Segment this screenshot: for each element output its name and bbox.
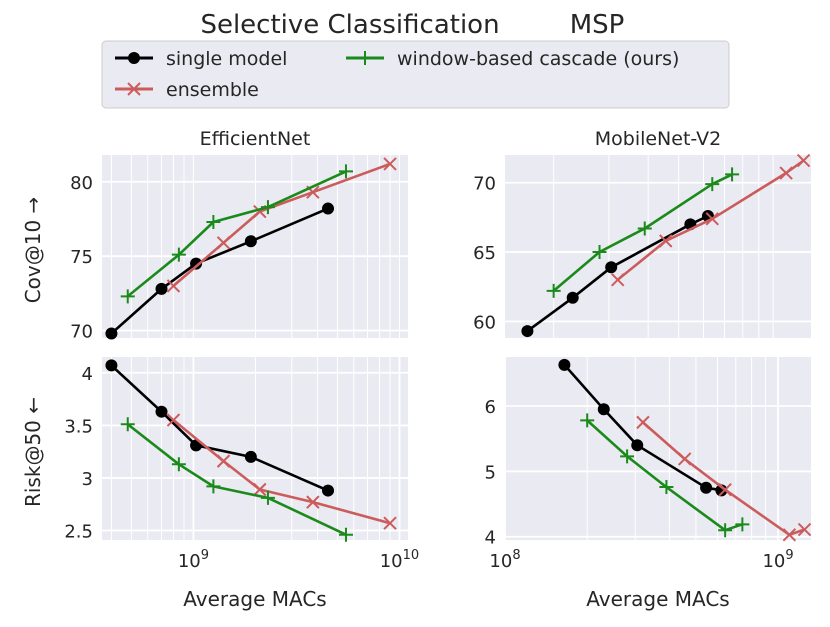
data-point-ensemble [779,166,793,180]
legend-frame [101,40,730,109]
data-point-cascade [580,413,595,428]
data-point-cascade [260,490,275,505]
data-point-cascade [260,200,275,215]
legend-entry-ensemble: ensemble [115,79,259,101]
data-point-cascade [735,517,750,532]
legend-label-ensemble: ensemble [166,79,259,101]
ylabel-cov: Cov@10 → [21,197,45,304]
data-point-ensemble [718,482,732,497]
y-tick-label: 4 [485,528,496,549]
data-point-cascade [637,221,652,236]
data-point-single [322,484,335,497]
data-point-ensemble [677,452,692,466]
data-point-ensemble [797,522,812,537]
legend-marker-ensemble [127,82,141,96]
panel-mobilenet-risk: 108 109 4 5 6 [485,357,812,572]
xlabel-left: Average MACs [183,587,326,611]
figure-subtitle: MSP [570,10,625,40]
data-point-cascade [659,480,674,495]
data-point-single [155,405,168,418]
data-point-ensemble [383,157,397,171]
y-tick-label: 60 [473,312,496,333]
data-point-ensemble [659,234,673,248]
plot-area [505,357,811,540]
data-point-ensemble [253,482,267,497]
data-point-single [105,327,118,340]
data-point-ensemble [705,212,719,226]
y-tick-label: 70 [473,174,496,195]
data-point-cascade [171,247,186,262]
data-point-single [597,403,610,416]
y-tick-label: 4 [82,364,93,385]
x-tick-label: 1010 [380,548,419,572]
data-point-single [521,325,534,338]
legend-marker-cascade [358,51,372,65]
y-tick-label: 6 [485,397,496,418]
data-point-single [715,484,728,497]
data-point-cascade [705,177,720,192]
data-point-cascade [546,283,561,298]
data-point-ensemble [306,495,320,509]
data-point-cascade [206,214,221,229]
data-point-single [322,202,335,215]
legend-marker-single [128,52,140,64]
data-point-cascade [725,167,740,182]
data-point-cascade [120,289,135,304]
y-tick-label: 80 [70,173,93,194]
legend-label-cascade: window-based cascade (ours) [397,48,679,70]
panel-mobilenet-coverage: 60 65 70 [473,153,811,338]
xlabel-right: Average MACs [586,587,729,611]
data-point-ensemble [611,273,625,287]
data-point-single [105,359,118,372]
data-point-cascade [338,164,353,179]
legend-entry-cascade: window-based cascade (ours) [346,48,679,70]
data-point-ensemble [216,236,231,250]
data-point-single [631,439,644,452]
data-point-single [190,257,203,270]
panel-efficientnet-coverage: 70 75 80 [70,155,408,343]
x-tick-label: 109 [178,548,209,572]
data-point-single [700,481,713,494]
x-tick-label: 108 [489,548,520,572]
data-point-ensemble [782,528,797,542]
legend-entry-single: single model [115,48,287,70]
data-point-ensemble [166,279,181,293]
y-tick-label: 65 [473,243,496,264]
data-point-single [244,450,257,463]
data-point-single [244,235,257,248]
data-point-single [566,291,579,304]
column-title-mobilenet: MobileNet-V2 [595,128,722,150]
panel-efficientnet-risk: 109 1010 2.5 3 3.5 4 [64,357,419,572]
data-point-cascade [620,449,635,464]
data-point-single [605,261,618,274]
data-point-ensemble [796,153,811,168]
data-point-ensemble [166,413,181,427]
y-tick-label: 75 [70,247,93,268]
data-point-cascade [171,457,186,472]
figure-title: Selective Classification [200,10,499,40]
y-tick-label: 3 [82,469,93,490]
data-point-cascade [120,417,135,432]
y-tick-label: 70 [70,322,93,343]
legend: single model ensemble window-based casca… [101,40,730,109]
data-point-cascade [592,245,607,260]
y-tick-label: 3.5 [64,416,93,437]
data-point-single [155,282,168,295]
y-tick-label: 2.5 [64,522,93,543]
column-title-efficientnet: EfficientNet [200,128,311,150]
ylabel-risk: Risk@50 ← [21,397,45,507]
data-point-ensemble [636,415,650,430]
y-tick-label: 5 [485,462,496,483]
x-tick-label: 109 [762,548,793,572]
data-point-ensemble [383,516,397,530]
data-point-ensemble [216,454,231,468]
data-point-cascade [338,527,353,542]
data-point-single [558,358,571,371]
data-point-cascade [718,523,733,538]
data-point-cascade [206,479,221,494]
legend-label-single: single model [166,48,287,70]
